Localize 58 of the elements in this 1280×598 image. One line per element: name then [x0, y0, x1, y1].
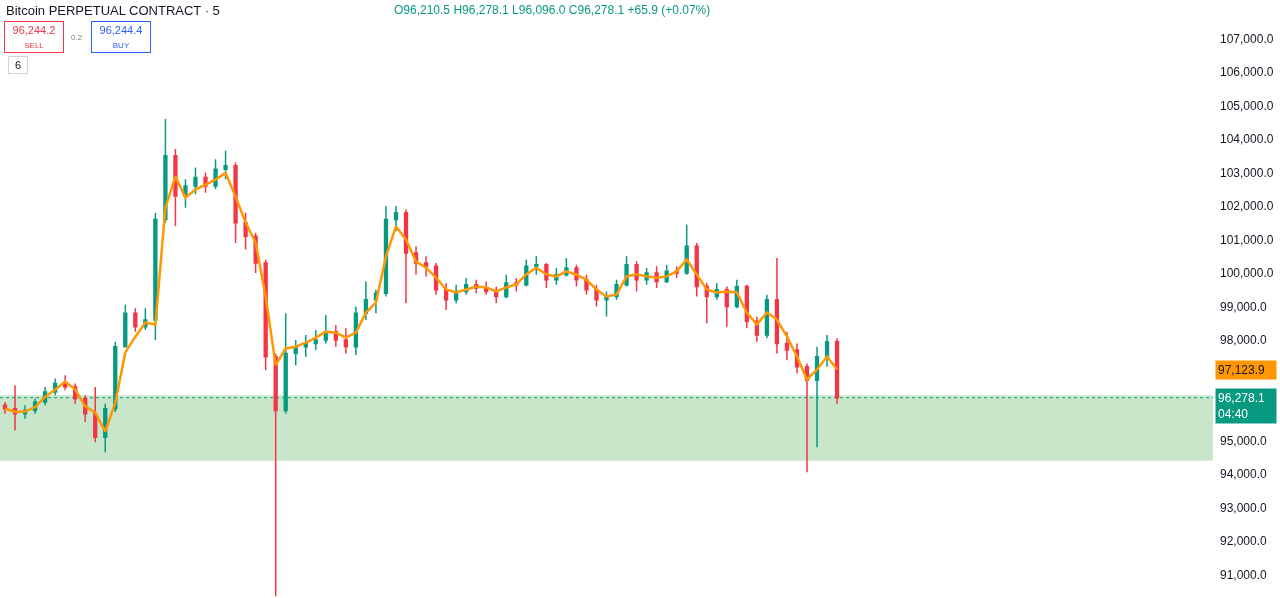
candlestick: [273, 352, 278, 598]
candlestick: [123, 304, 128, 348]
y-tick-label: 92,000.0: [1220, 534, 1268, 549]
y-tick-label: 99,000.0: [1220, 299, 1268, 314]
candlestick: [323, 314, 328, 345]
candlestick: [173, 148, 178, 227]
candlestick: [594, 284, 599, 308]
candlestick: [403, 208, 409, 304]
candlestick: [423, 255, 429, 278]
y-tick-label: 95,000.0: [1220, 433, 1268, 448]
candlestick: [93, 386, 98, 443]
y-tick-label: 104,000.0: [1220, 132, 1274, 147]
candlestick: [534, 255, 539, 276]
candlestick: [193, 166, 198, 196]
candlestick: [443, 282, 449, 311]
y-tick-label: 101,000.0: [1220, 232, 1274, 247]
y-tick-label: 106,000.0: [1220, 65, 1274, 80]
candlestick: [804, 362, 810, 474]
y-tick-label: 102,000.0: [1220, 199, 1274, 214]
y-tick-label: 94,000.0: [1220, 467, 1268, 482]
candlestick: [223, 150, 228, 180]
candlestick: [484, 280, 489, 296]
candlestick: [243, 211, 248, 251]
annotation: 0.2: [71, 33, 83, 42]
y-tick-label: 107,000.0: [1220, 31, 1274, 46]
candlestick: [363, 280, 369, 321]
candlestick: [393, 205, 399, 232]
candlestick: [303, 334, 308, 358]
text: 97,123.9: [1218, 363, 1266, 377]
line-series: [3, 171, 839, 433]
annotation: O96,210.5 H96,278.1 L96,096.0 C96,278.1 +65.9 (+0.07%): [394, 3, 711, 17]
candlestick: [233, 161, 238, 244]
candlestick: [824, 334, 830, 368]
annotation: 96,244.2 SELL: [12, 24, 56, 51]
candlestick: [784, 330, 790, 361]
candlestick: [133, 307, 138, 333]
candlestick: [353, 305, 359, 356]
candlestick: [774, 257, 780, 355]
y-tick-label: 103,000.0: [1220, 165, 1274, 180]
chart-title: Bitcoin PERPETUAL CONTRACT · 5: [6, 2, 220, 18]
y-tick-label: 100,000.0: [1220, 266, 1274, 281]
candlestick: [313, 329, 318, 351]
candlestick: [343, 327, 349, 355]
y-tick-label: 93,000.0: [1220, 500, 1268, 515]
candlestick: [724, 285, 729, 328]
candlestick: [63, 374, 68, 392]
y-tick-label: 105,000.0: [1220, 98, 1274, 113]
candlestick: [183, 178, 188, 209]
annotation: 96,244.4 BUY: [99, 24, 143, 51]
y-tick-label: 98,000.0: [1220, 333, 1268, 348]
annotation: 6: [14, 59, 22, 71]
candlestick: [584, 273, 589, 296]
candlestick: [2, 401, 8, 415]
y-tick-label: 91,000.0: [1220, 567, 1268, 582]
candlestick: [834, 337, 840, 405]
candlestick: [604, 290, 609, 318]
candlestick: [12, 384, 18, 432]
ref-line-label: 96,278.1 04:40: [1218, 391, 1266, 421]
